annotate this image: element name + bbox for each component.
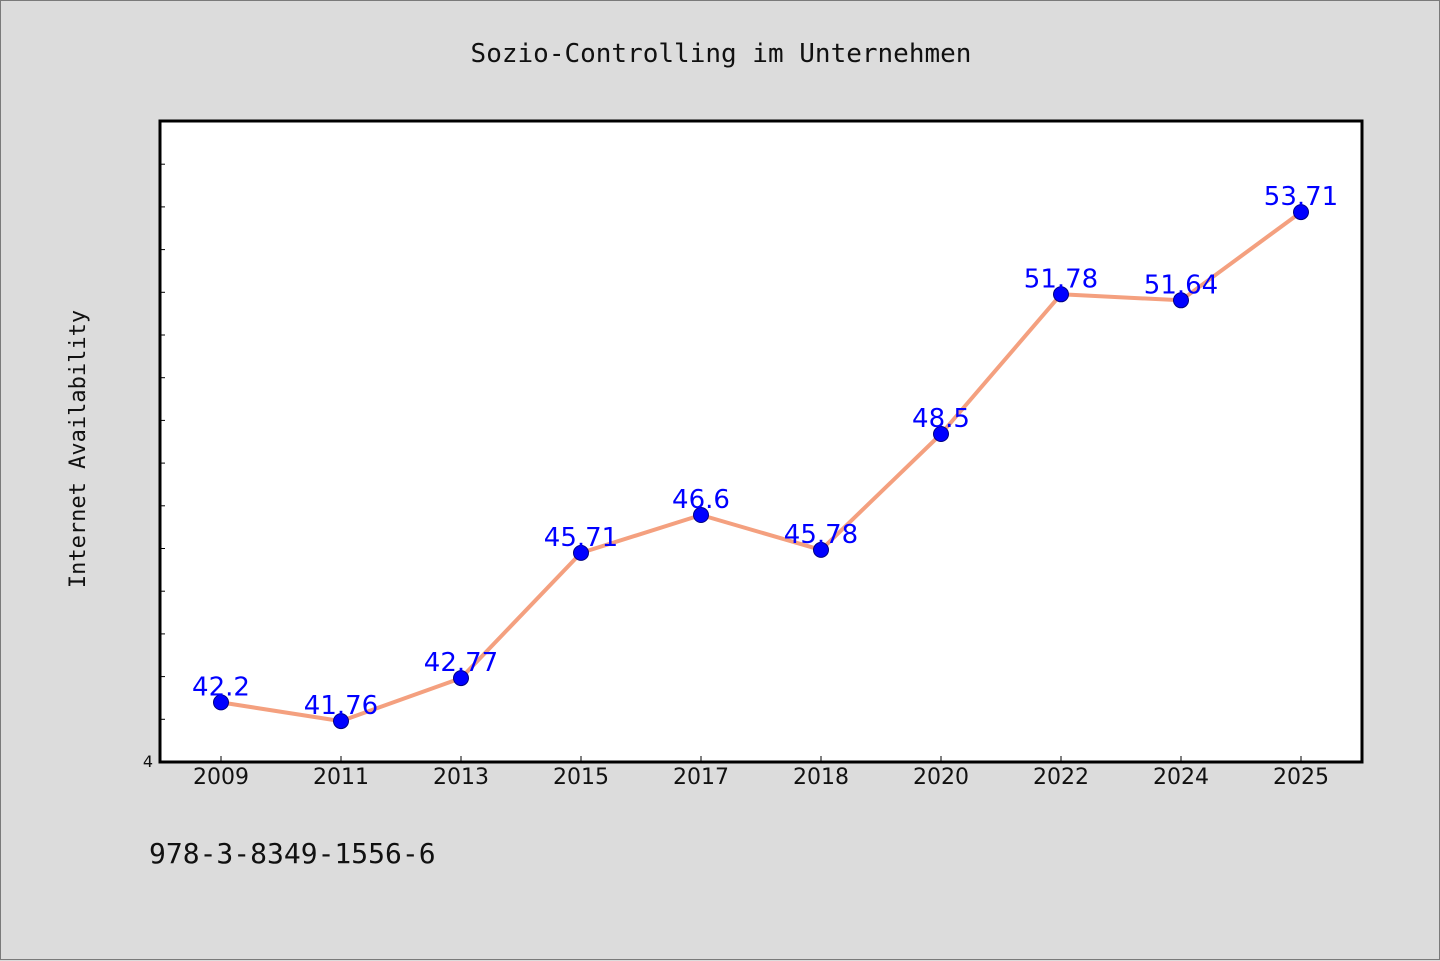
data-label: 45.71	[544, 523, 618, 553]
data-markers	[213, 204, 1309, 730]
data-point	[1293, 204, 1309, 221]
x-axis: 2009 2011 2013 2015 2017 2018 2020 2022 2024 2025	[193, 756, 1329, 790]
data-label: 41.76	[304, 691, 378, 721]
x-tick-label: 2017	[673, 765, 729, 790]
data-point	[1053, 286, 1069, 303]
data-label: 45.78	[784, 520, 858, 550]
y-axis-min-label: 4	[143, 752, 153, 771]
x-tick-label: 2018	[793, 765, 849, 790]
x-tick-label: 2015	[553, 765, 609, 790]
isbn-footer: 978-3-8349-1556-6	[149, 837, 436, 870]
data-label: 42.2	[192, 672, 250, 702]
y-axis-label: Internet Availability	[66, 310, 91, 588]
data-point	[693, 507, 709, 523]
data-label: 53.71	[1264, 182, 1338, 212]
data-point	[333, 713, 349, 730]
y-axis-ticks	[160, 163, 165, 763]
x-tick-label: 2013	[433, 765, 489, 790]
data-point	[573, 544, 589, 561]
data-label: 48.5	[912, 404, 970, 434]
data-point	[213, 694, 229, 711]
x-tick-label: 2024	[1153, 765, 1209, 790]
plot-area	[158, 119, 1364, 764]
x-tick-label: 2011	[313, 765, 369, 790]
data-label: 51.78	[1024, 264, 1098, 294]
data-point	[1173, 292, 1189, 309]
data-point	[813, 541, 829, 558]
chart-title: Sozio-Controlling im Unternehmen	[471, 39, 972, 69]
x-tick-label: 2020	[913, 765, 969, 790]
x-tick-label: 2022	[1033, 765, 1089, 790]
data-labels: 42.2 41.76 42.77 45.71 46.6 45.78 48.5 51.78 51.…	[192, 182, 1338, 721]
data-label: 51.64	[1144, 270, 1218, 300]
data-label: 46.6	[672, 485, 730, 515]
x-tick-label: 2025	[1273, 765, 1329, 790]
data-label: 42.77	[424, 648, 498, 678]
series-line	[220, 210, 1303, 724]
data-point	[453, 670, 469, 687]
data-point	[933, 426, 949, 442]
x-tick-label: 2009	[193, 765, 249, 790]
